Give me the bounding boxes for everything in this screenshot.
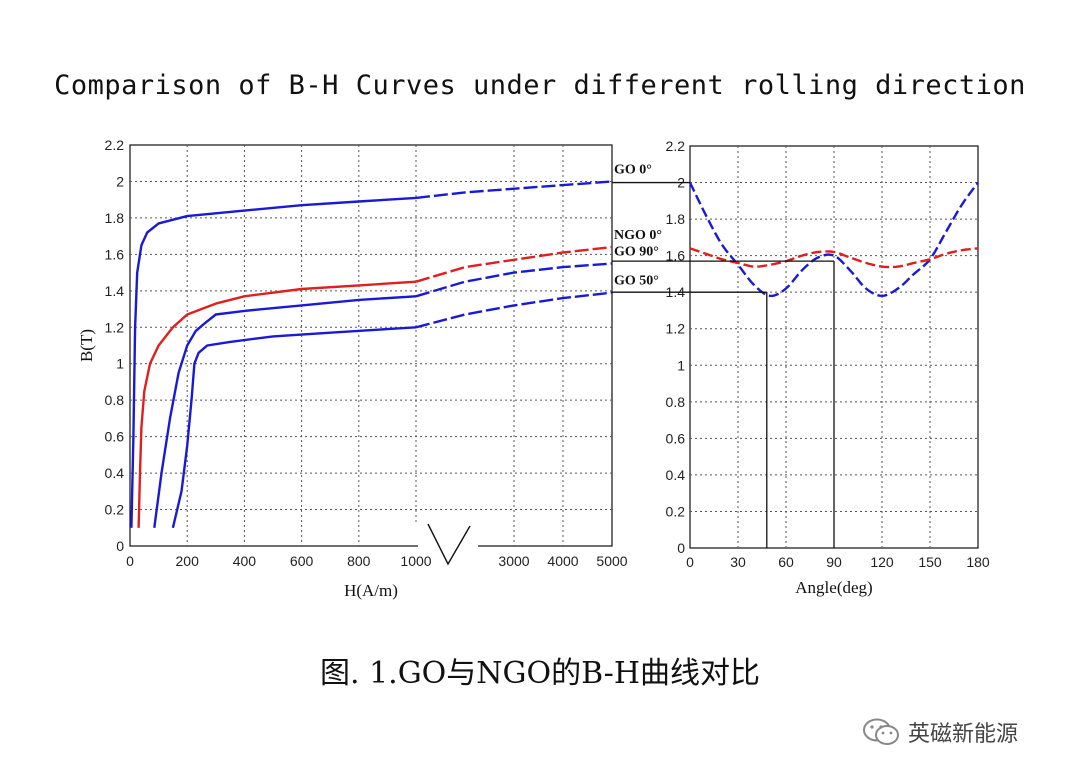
- y-tick-label: 1.2: [105, 319, 125, 335]
- plot-frame: [129, 144, 613, 547]
- series-line-high: [415, 262, 613, 298]
- x-tick-label: 200: [176, 553, 200, 569]
- x-tick-label: 90: [826, 554, 842, 570]
- y-tick-label: 1.8: [105, 210, 125, 226]
- axis-break-mask: [418, 516, 478, 550]
- x-tick-label: 400: [233, 553, 257, 569]
- y-tick-label: 1.2: [666, 321, 686, 337]
- x-tick-label: 800: [347, 553, 371, 569]
- series-label: NGO 0°: [614, 228, 662, 243]
- y-tick-label: 0.2: [666, 503, 686, 519]
- chart-title: Comparison of B-H Curves under different…: [54, 70, 1026, 101]
- series-label: GO 0°: [614, 162, 652, 177]
- axis-break-zigzag: [427, 523, 471, 566]
- series-label: GO 50°: [614, 274, 659, 289]
- x-tick-label: 150: [918, 554, 942, 570]
- series-label: GO 90°: [614, 244, 659, 259]
- x-tick-label: 3000: [498, 553, 529, 569]
- series-line: [689, 247, 979, 269]
- x-tick-label: 30: [730, 554, 746, 570]
- series-line-high: [415, 291, 613, 329]
- y-tick-label: 1.6: [105, 246, 125, 262]
- wechat-icon: [863, 718, 899, 745]
- x-tick-label: 180: [966, 554, 990, 570]
- y-tick-label: 0: [116, 538, 124, 554]
- x-axis-label: H(A/m): [344, 581, 398, 600]
- y-tick-label: 0.6: [666, 430, 686, 446]
- series-line-low: [130, 196, 417, 528]
- x-tick-label: 60: [778, 554, 794, 570]
- x-tick-label: 600: [290, 553, 314, 569]
- series-line-low: [137, 280, 417, 528]
- y-tick-label: 0.8: [666, 394, 686, 410]
- x-tick-label: 120: [870, 554, 894, 570]
- y-tick-label: 0.8: [105, 392, 125, 408]
- watermark-text: 英磁新能源: [908, 722, 1019, 747]
- series-line-low: [153, 295, 417, 528]
- y-tick-label: 1: [677, 357, 685, 373]
- y-tick-label: 0.2: [105, 502, 125, 518]
- y-tick-label: 0: [677, 540, 685, 556]
- figure-caption: 图. 1.GO与NGO的B-H曲线对比: [320, 656, 760, 691]
- watermark: 英磁新能源: [862, 714, 1018, 750]
- series-line-high: [415, 245, 613, 283]
- y-tick-label: 0.4: [105, 465, 125, 481]
- reference-lines: [612, 181, 835, 548]
- y-tick-label: 1: [116, 356, 124, 372]
- y-tick-label: 1.6: [666, 248, 686, 264]
- y-tick-label: 1.4: [105, 283, 125, 299]
- x-tick-label: 4000: [547, 553, 578, 569]
- y-axis-label: B(T): [77, 329, 96, 362]
- y-tick-label: 0.4: [666, 467, 686, 483]
- x-tick-label: 5000: [596, 553, 627, 569]
- series-line-low: [171, 326, 417, 529]
- y-tick-label: 1.8: [666, 211, 686, 227]
- series-line-high: [415, 180, 613, 200]
- y-tick-label: 2.2: [105, 137, 125, 153]
- bh-comparison-figure: 00.20.40.60.811.21.41.61.822.20 200 400 600…: [77, 137, 990, 600]
- y-tick-label: 2: [116, 173, 124, 189]
- y-tick-label: 2.2: [666, 138, 686, 154]
- x-tick-label: 0: [686, 554, 694, 570]
- bh-curve-plot: 0 0.2 0.4 0.6 0.8 1 1.2 1.4 1.6 1.8 2 2.2 0 200 400 600…: [77, 137, 662, 600]
- x-tick-label: 0: [126, 553, 134, 569]
- x-axis-label: Angle(deg): [795, 578, 872, 597]
- angle-plot: 00.20.40.60.811.21.41.61.822.20 30 60 90 120…: [666, 138, 990, 597]
- y-tick-label: 0.6: [105, 429, 125, 445]
- x-tick-label: 1000: [400, 553, 431, 569]
